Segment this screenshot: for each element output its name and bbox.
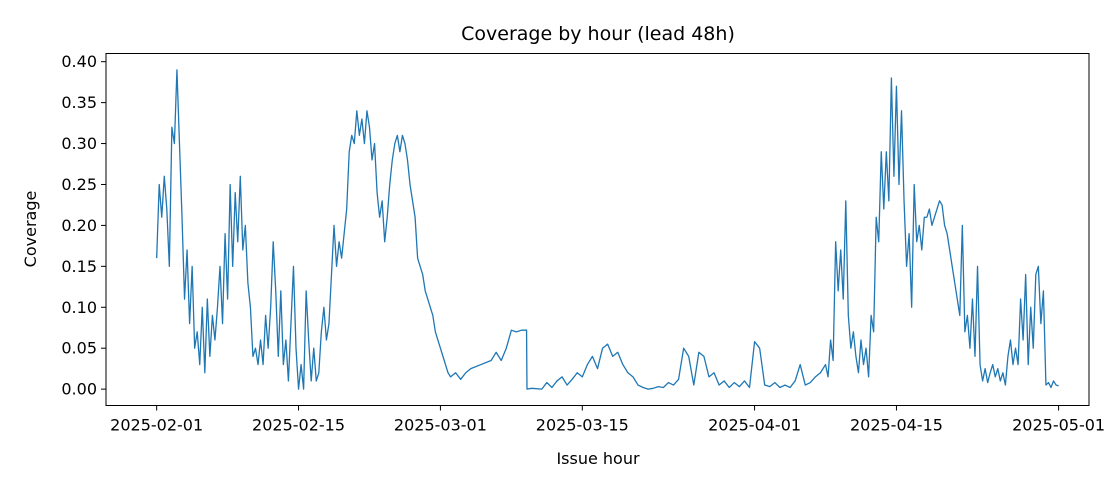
y-tick-label: 0.10 (61, 298, 97, 317)
x-tick-label: 2025-05-01 (1012, 416, 1105, 435)
x-tick-label: 2025-04-01 (708, 416, 801, 435)
y-tick-label: 0.25 (61, 175, 97, 194)
y-tick-label: 0.30 (61, 134, 97, 153)
x-axis-label: Issue hour (556, 449, 640, 468)
y-tick-label: 0.35 (61, 93, 97, 112)
x-axis: 2025-02-01 2025-02-15 2025-03-01 2025-03-15… (110, 405, 1105, 435)
y-tick-label: 0.00 (61, 380, 97, 399)
y-tick-label: 0.20 (61, 216, 97, 235)
y-tick-label: 0.15 (61, 257, 97, 276)
axes-frame (105, 53, 1090, 406)
x-tick-label: 2025-03-01 (394, 416, 487, 435)
y-axis-label: Coverage (21, 191, 40, 268)
y-tick-label: 0.05 (61, 339, 97, 358)
plot-area (156, 69, 1059, 390)
y-tick-label: 0.40 (61, 52, 97, 71)
series-layer (156, 69, 1059, 390)
x-tick-label: 2025-04-15 (850, 416, 943, 435)
chart-title: Coverage by hour (lead 48h) (461, 23, 735, 45)
x-tick-label: 2025-02-01 (110, 416, 203, 435)
y-axis: 0.00 0.05 0.10 0.15 0.20 0.25 0.30 0.35 0.40 (61, 52, 106, 399)
series-line-0 (156, 69, 1059, 390)
x-tick-label: 2025-03-15 (536, 416, 629, 435)
x-tick-label: 2025-02-15 (252, 416, 345, 435)
